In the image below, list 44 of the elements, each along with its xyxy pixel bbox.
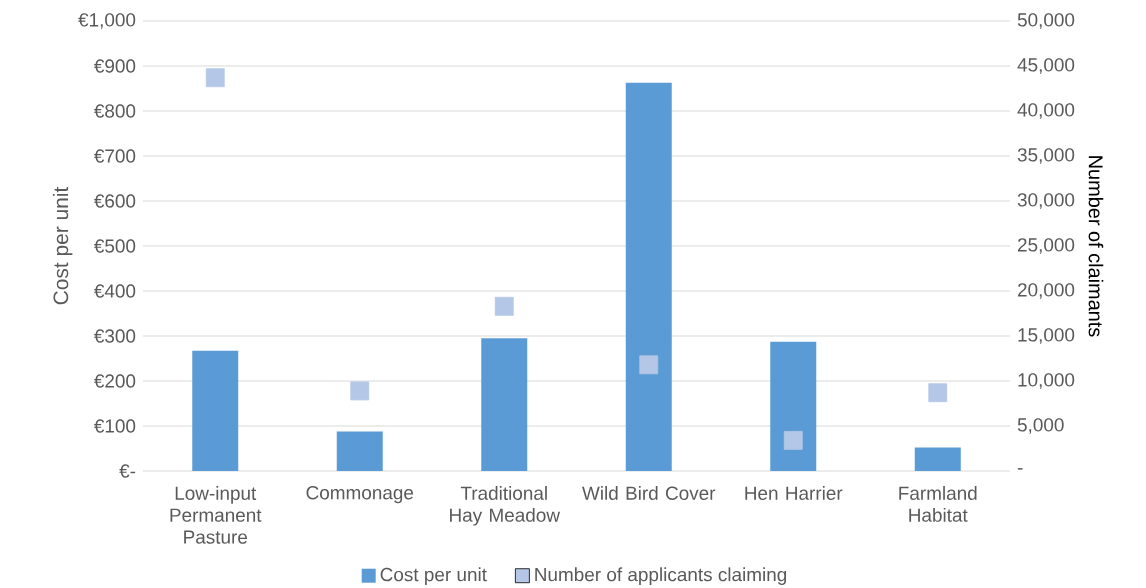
y2-tick-label: 15,000 xyxy=(1018,328,1075,344)
x-tick-label: Farmland Habitat xyxy=(899,486,977,522)
y-tick-label: €500 xyxy=(94,239,136,253)
point xyxy=(494,296,514,316)
x-tick-label: Commonage xyxy=(306,486,414,504)
y2-tick-label: - xyxy=(1017,468,1023,470)
y-tick-label: €700 xyxy=(94,149,136,163)
x-tick-label: Traditional Hay Meadow xyxy=(450,486,561,526)
y-axis-title: Cost per unit xyxy=(52,186,73,305)
y-tick-label: €300 xyxy=(94,329,136,343)
y-tick-label: €900 xyxy=(94,59,136,73)
bar xyxy=(625,82,672,471)
x-tick-label: Wild Bird Cover xyxy=(582,486,716,500)
y-tick-label: €800 xyxy=(94,104,136,118)
bar xyxy=(914,447,961,471)
y-tick-label: €100 xyxy=(94,419,136,433)
point xyxy=(205,68,225,88)
y2-tick-label: 25,000 xyxy=(1017,238,1075,254)
y-tick-label: €400 xyxy=(94,284,136,298)
point xyxy=(783,431,803,450)
point xyxy=(350,381,370,401)
point xyxy=(928,383,948,403)
point xyxy=(639,355,659,375)
bar xyxy=(192,350,239,471)
bar xyxy=(770,341,817,471)
bar xyxy=(336,431,383,471)
legend-label: Number of applicants claiming xyxy=(535,567,787,586)
x-tick-label: Hen Harrier xyxy=(745,486,843,500)
y-tick-label: €1,000 xyxy=(78,13,136,29)
y-tick-label: €200 xyxy=(94,374,136,388)
y2-tick-label: 50,000 xyxy=(1017,13,1075,29)
legend-label: Cost per unit xyxy=(380,567,487,586)
y2-tick-label: 30,000 xyxy=(1017,193,1075,209)
x-tick-label: Low-input Permanent Pasture xyxy=(170,486,262,544)
y2-tick-label: 10,000 xyxy=(1018,373,1075,389)
bar xyxy=(481,338,528,471)
y2-tick-label: 35,000 xyxy=(1017,148,1075,164)
y2-axis-title: Number of claimants xyxy=(1088,156,1104,337)
y2-tick-label: 40,000 xyxy=(1017,103,1075,119)
y2-tick-label: 5,000 xyxy=(1017,418,1064,434)
y2-tick-label: 45,000 xyxy=(1017,58,1075,74)
y-tick-label: €- xyxy=(119,464,136,478)
y2-tick-label: 20,000 xyxy=(1017,283,1075,299)
y-tick-label: €600 xyxy=(94,194,136,208)
